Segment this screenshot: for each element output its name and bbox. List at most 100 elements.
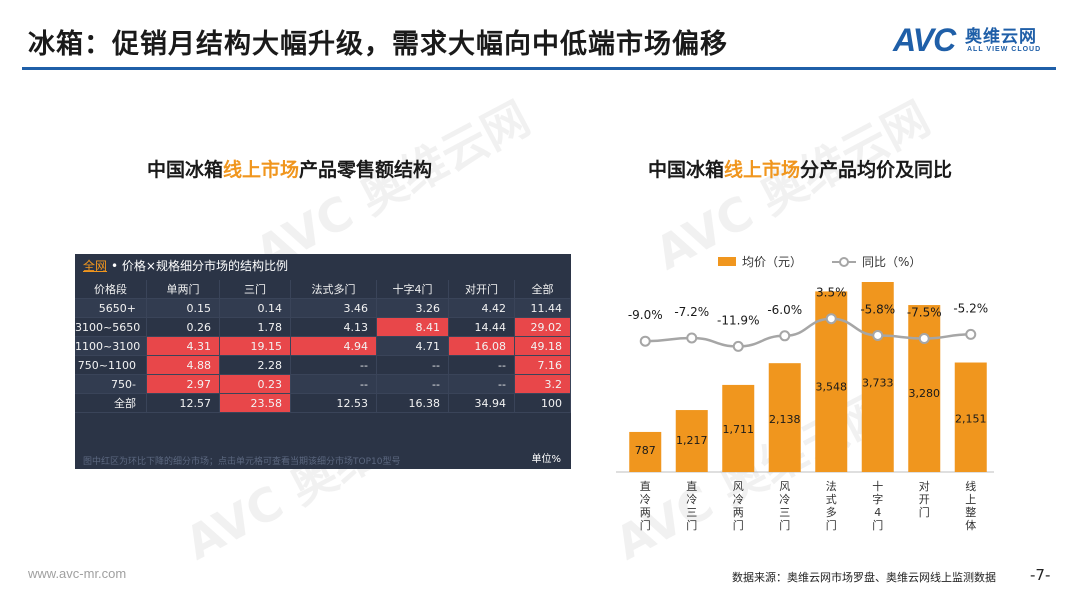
table-cell[interactable]: -- [449,375,515,394]
yoy-label: 3.5% [816,286,847,300]
bar [629,431,662,472]
yoy-point [965,328,977,340]
yoy-label: -7.2% [674,305,709,319]
table-cell[interactable]: -- [377,356,449,375]
price-chart: 均价（元） 同比（%）787直冷两门1,217直冷三门1,711风冷两门2,138… [616,255,994,532]
x-tick-label: 门 [779,518,790,532]
table-cell[interactable]: 34.94 [449,394,515,413]
table-cell[interactable]: 12.57 [147,394,220,413]
table-cell[interactable]: 19.15 [220,337,291,356]
table-column-header: 全部 [515,280,571,299]
bar-value-label: 1,711 [723,423,755,436]
bar-value-label: 2,151 [955,413,987,426]
table-column-header: 法式多门 [291,280,377,299]
table-cell[interactable]: -- [377,375,449,394]
x-tick-label: 整 [965,505,976,519]
legend-line-marker [839,257,849,267]
table-cell[interactable]: 16.38 [377,394,449,413]
x-tick-label: 两 [640,506,651,519]
table-cell[interactable]: 11.44 [515,299,571,318]
x-tick-label: 线 [965,479,976,493]
table-cell[interactable]: -- [291,375,377,394]
table-cell[interactable]: 4.88 [147,356,220,375]
bar-value-label: 3,548 [816,381,848,394]
table-cell[interactable]: 0.15 [147,299,220,318]
x-tick-label: 两 [733,506,744,519]
table-cell[interactable]: 100 [515,394,571,413]
x-tick-label: 开 [919,493,930,506]
structure-table: 全网 • 价格×规格细分市场的结构比例 价格段 单两门 三门 法式多门 十字4门 对开门 全部… [75,254,571,469]
table-row-label: 750~1100 [75,356,147,375]
left-section-title: 中国冰箱线上市场产品零售额结构 [147,159,433,181]
yoy-label: -5.8% [860,302,895,316]
table-cell[interactable]: 16.08 [449,337,515,356]
table-cell[interactable]: 29.02 [515,318,571,337]
x-tick-label: 三 [779,506,790,519]
watermark: AVC 奥维云网 [246,90,539,281]
table-cell[interactable]: 3.2 [515,375,571,394]
table-cell[interactable]: 3.46 [291,299,377,318]
table-row-label: 5650+ [75,299,147,318]
yoy-point [639,335,651,347]
x-tick-label: 直 [686,479,697,493]
bar [768,363,801,472]
x-tick-label: 冷 [686,493,697,506]
table-cell[interactable]: 4.13 [291,318,377,337]
table-cell[interactable]: 8.41 [377,318,449,337]
yoy-label: -5.2% [953,301,988,315]
table-row: 3100~5650 0.26 1.78 4.13 8.41 14.44 29.02 [75,318,571,337]
x-tick-label: 门 [686,518,697,532]
yoy-point [686,332,698,344]
table-column-header: 三门 [220,280,291,299]
yoy-point [872,329,884,341]
bar-value-label: 1,217 [676,434,708,447]
table-footnote: 图中红区为环比下降的细分市场；点击单元格可查看当期该细分市场TOP10型号 [83,457,401,467]
table-cell[interactable]: 4.42 [449,299,515,318]
x-tick-label: 冷 [733,493,744,506]
bar-value-label: 787 [635,444,656,457]
table-cell[interactable]: 4.31 [147,337,220,356]
x-tick-label: 门 [919,505,930,519]
table-cell[interactable]: 7.16 [515,356,571,375]
x-tick-label: 三 [686,506,697,519]
yoy-point [918,333,930,344]
bar [722,384,755,472]
table-cell[interactable]: 4.94 [291,337,377,356]
logo-cn: 奥维云网 [965,27,1037,47]
table-cell[interactable]: 14.44 [449,318,515,337]
x-tick-label: 门 [733,518,744,532]
brand-logo: AVC 奥维云网 ALL VIEW CLOUD [893,22,1058,58]
x-tick-label: 十 [872,479,883,493]
table-cell[interactable]: -- [291,356,377,375]
table-cell[interactable]: 0.26 [147,318,220,337]
table-column-header: 单两门 [147,280,220,299]
x-tick-label: 门 [640,518,651,532]
table-row: 1100~3100 4.31 19.15 4.94 4.71 16.08 49.18 [75,337,571,356]
table-cell[interactable]: 2.28 [220,356,291,375]
table-column-header: 十字4门 [377,280,449,299]
table-cell[interactable]: 4.71 [377,337,449,356]
table-cell[interactable]: 3.26 [377,299,449,318]
yoy-point [732,340,744,352]
table-cell[interactable]: 0.23 [220,375,291,394]
table-cell[interactable]: 49.18 [515,337,571,356]
tab-all-network[interactable]: 全网 [83,259,108,273]
legend-line-label: 同比（%） [862,255,921,269]
table-row-label: 全部 [75,394,147,413]
table-column-header: 价格段 [75,280,147,299]
table-cell[interactable]: 12.53 [291,394,377,413]
x-tick-label: 冷 [640,493,651,506]
yoy-point [779,330,791,342]
table-cell[interactable]: -- [449,356,515,375]
bar-value-label: 3,280 [909,387,941,400]
table-cell[interactable]: 0.14 [220,299,291,318]
table-cell[interactable]: 1.78 [220,318,291,337]
logo-mark: AVC [893,22,956,58]
x-tick-label: 对 [919,479,930,493]
table-cell[interactable]: 2.97 [147,375,220,394]
table-row-label: 750- [75,375,147,394]
bar [861,282,894,472]
footer-url[interactable]: www.avc-mr.com [28,566,127,581]
table-cell[interactable]: 23.58 [220,394,291,413]
x-tick-label: 风 [733,480,744,493]
